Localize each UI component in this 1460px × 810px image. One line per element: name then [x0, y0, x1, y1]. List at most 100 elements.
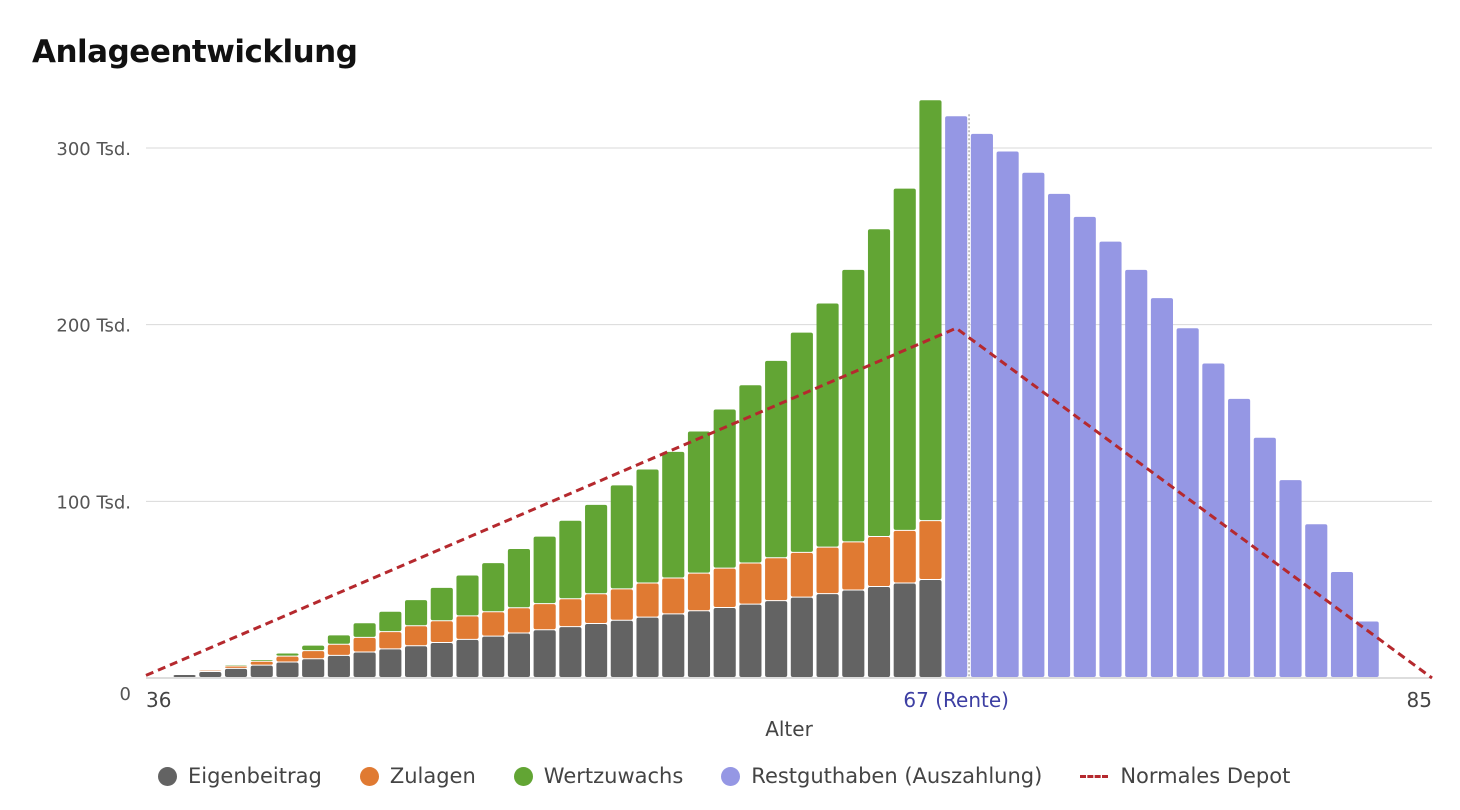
legend-item-restguthaben[interactable]: Restguthaben (Auszahlung): [721, 764, 1042, 788]
bar-zulagen-59: [739, 563, 762, 604]
bar-eigenbeitrag-45: [379, 649, 402, 677]
bar-wertzuwachs-64: [867, 229, 891, 537]
bar-wertzuwachs-44: [353, 623, 376, 637]
bar-eigenbeitrag-46: [405, 646, 428, 677]
bar-restguthaben-auszahlung-75: [1150, 298, 1173, 677]
bar-restguthaben-auszahlung-68: [970, 133, 993, 677]
bar-zulagen-42: [302, 651, 325, 659]
legend-swatch-wertzuwachs: [513, 766, 533, 786]
bar-eigenbeitrag-43: [327, 655, 350, 677]
x-tick-label: 85: [1407, 688, 1432, 712]
bar-zulagen-64: [867, 537, 891, 587]
bar-zulagen-58: [713, 568, 736, 608]
bar-wertzuwachs-42: [302, 645, 325, 651]
bar-eigenbeitrag-65: [893, 583, 916, 677]
legend-swatch-normales-depot: [1080, 774, 1109, 778]
bar-wertzuwachs-49: [482, 563, 505, 612]
bar-zulagen-60: [765, 558, 788, 601]
bar-wertzuwachs-59: [739, 385, 762, 563]
bar-restguthaben-auszahlung-79: [1253, 437, 1276, 677]
bar-wertzuwachs-52: [559, 520, 582, 599]
bar-zulagen-41: [276, 656, 299, 662]
legend-item-wertzuwachs[interactable]: Wertzuwachs: [513, 764, 684, 788]
bar-restguthaben-auszahlung-83: [1356, 621, 1379, 677]
bar-eigenbeitrag-48: [456, 639, 479, 677]
bar-eigenbeitrag-57: [687, 611, 711, 677]
legend-item-eigenbeitrag[interactable]: Eigenbeitrag: [158, 764, 322, 788]
bar-eigenbeitrag-51: [533, 630, 556, 677]
legend-item-zulagen[interactable]: Zulagen: [359, 764, 476, 788]
bar-wertzuwachs-65: [893, 188, 916, 530]
bar-restguthaben-auszahlung-81: [1305, 524, 1328, 677]
bar-restguthaben-auszahlung-73: [1099, 241, 1122, 677]
bar-wertzuwachs-43: [327, 635, 350, 644]
bar-wertzuwachs-57: [687, 431, 711, 573]
bar-restguthaben-auszahlung-74: [1125, 269, 1148, 677]
bar-eigenbeitrag-40: [250, 665, 273, 677]
bar-zulagen-62: [816, 547, 839, 594]
bar-eigenbeitrag-53: [585, 623, 608, 677]
bar-zulagen-47: [430, 621, 453, 643]
bar-restguthaben-auszahlung-80: [1279, 480, 1302, 677]
bar-wertzuwachs-56: [662, 451, 685, 578]
x-axis-title: Alter: [765, 717, 813, 741]
bar-zulagen-46: [405, 626, 428, 646]
bar-wertzuwachs-54: [610, 485, 633, 589]
bar-restguthaben-auszahlung-69: [996, 151, 1019, 678]
bar-wertzuwachs-55: [636, 469, 659, 583]
bar-eigenbeitrag-60: [765, 601, 788, 677]
bar-eigenbeitrag-55: [636, 617, 659, 677]
bar-zulagen-54: [610, 589, 633, 620]
bar-wertzuwachs-60: [765, 360, 788, 558]
bar-zulagen-56: [662, 578, 685, 614]
legend-item-normales-depot[interactable]: Normales Depot: [1080, 764, 1290, 788]
bar-eigenbeitrag-39: [224, 668, 248, 677]
bar-restguthaben-auszahlung-67: [945, 116, 968, 677]
bar-wertzuwachs-41: [276, 653, 299, 656]
bar-zulagen-65: [893, 530, 916, 583]
legend-swatch-eigenbeitrag: [158, 766, 177, 786]
bar-restguthaben-auszahlung-77: [1202, 363, 1225, 677]
bar-wertzuwachs-58: [713, 409, 736, 568]
bar-zulagen-66: [919, 521, 942, 579]
bar-restguthaben-auszahlung-76: [1176, 328, 1199, 677]
x-tick-label-retirement: 67 (Rente): [903, 688, 1009, 712]
bar-eigenbeitrag-54: [610, 620, 633, 677]
bar-zulagen-49: [482, 612, 505, 636]
bar-zulagen-63: [842, 542, 865, 590]
bar-zulagen-45: [379, 632, 402, 649]
bar-wertzuwachs-61: [790, 332, 813, 552]
bar-wertzuwachs-50: [507, 549, 530, 608]
bar-wertzuwachs-63: [842, 269, 865, 542]
bar-restguthaben-auszahlung-72: [1073, 216, 1096, 677]
bar-wertzuwachs-46: [405, 600, 428, 626]
bar-eigenbeitrag-64: [867, 587, 891, 677]
x-tick-label: 36: [146, 688, 171, 712]
bar-eigenbeitrag-49: [482, 636, 505, 677]
bar-zulagen-52: [559, 599, 582, 627]
bar-zulagen-61: [790, 552, 813, 597]
chart-legend: Eigenbeitrag Zulagen Wertzuwachs Restgut…: [158, 764, 1290, 788]
bar-eigenbeitrag-62: [816, 594, 839, 677]
bar-eigenbeitrag-59: [739, 604, 762, 677]
bar-zulagen-50: [507, 608, 530, 633]
chart-title: Anlageentwicklung: [32, 34, 358, 70]
legend-label-wertzuwachs: Wertzuwachs: [543, 764, 684, 788]
bar-zulagen-57: [687, 573, 711, 611]
bar-restguthaben-auszahlung-71: [1048, 193, 1071, 677]
y-tick-label: 0: [120, 684, 131, 705]
legend-label-normales-depot: Normales Depot: [1120, 764, 1291, 788]
bar-eigenbeitrag-41: [276, 662, 299, 677]
bar-zulagen-39: [224, 666, 248, 668]
bar-restguthaben-auszahlung-70: [1022, 172, 1045, 677]
legend-label-restguthaben: Restguthaben (Auszahlung): [751, 764, 1043, 788]
bar-zulagen-40: [250, 661, 273, 665]
bar-zulagen-48: [456, 616, 479, 639]
y-tick-label: 200 Tsd.: [56, 316, 131, 337]
bar-wertzuwachs-66: [919, 100, 942, 521]
legend-swatch-restguthaben: [721, 766, 741, 786]
legend-swatch-zulagen: [359, 766, 379, 786]
line-normales-depot: [145, 326, 1433, 680]
bar-wertzuwachs-47: [430, 587, 453, 621]
bar-eigenbeitrag-63: [842, 590, 865, 677]
